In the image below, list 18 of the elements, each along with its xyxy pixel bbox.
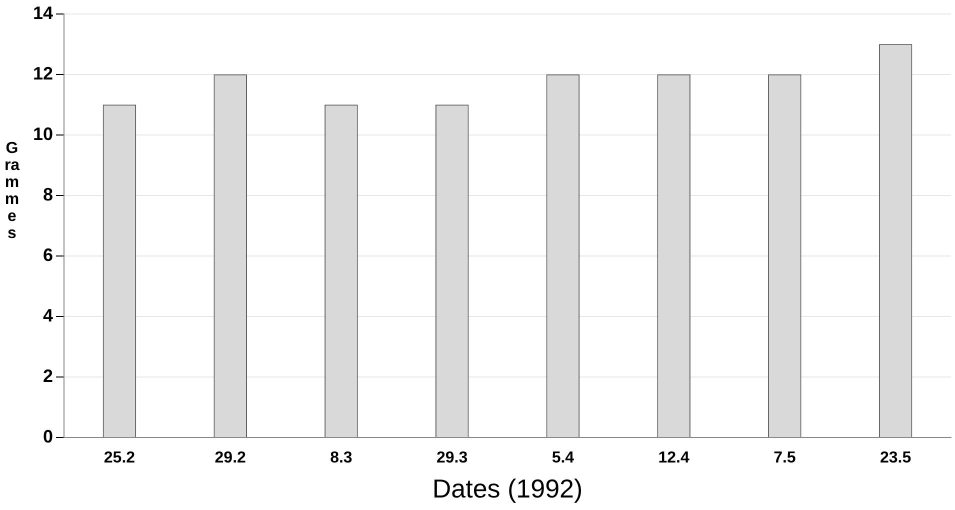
x-tick-label: 29.3 (436, 450, 468, 467)
y-tick-label: 12 (32, 63, 54, 84)
y-tick-label: 0 (43, 426, 54, 447)
y-tick-label: 6 (43, 244, 54, 265)
y-tick-label: 2 (43, 366, 54, 386)
x-tick-label: 23.5 (880, 450, 912, 467)
y-tick-label: 10 (32, 124, 54, 144)
y-tick-label: 14 (32, 2, 54, 23)
x-tick-label: 12.4 (658, 450, 690, 467)
x-tick-label: 25.2 (104, 450, 136, 467)
x-tick-label: 29.2 (214, 450, 246, 467)
y-tick-label: 4 (43, 305, 54, 326)
x-tick-label: 8.3 (330, 450, 352, 467)
x-tick-label: 5.4 (552, 450, 574, 467)
y-axis-title: Grammes (4, 140, 20, 242)
y-tick-label: 8 (43, 184, 54, 204)
x-tick-label: 7.5 (774, 450, 796, 467)
x-axis-title: Dates (1992) (432, 474, 583, 504)
